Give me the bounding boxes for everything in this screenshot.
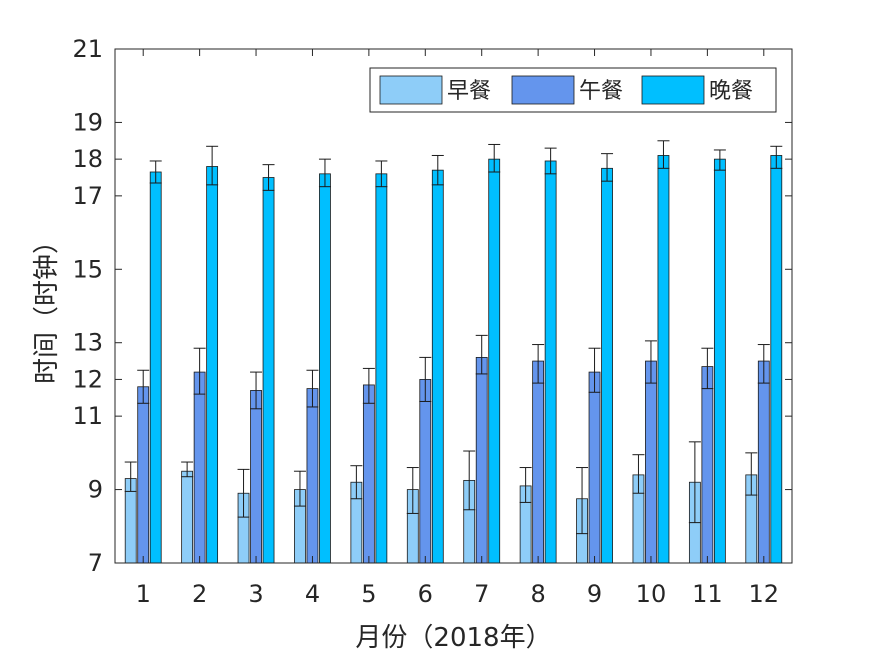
y-tick-label-11: 11 [72, 402, 103, 430]
bar-3-9 [601, 167, 613, 564]
bar-2-8 [532, 360, 545, 564]
y-tick-label-12: 12 [72, 365, 103, 393]
bar-2-2 [193, 371, 206, 564]
x-tick-label-7: 7 [474, 580, 489, 608]
bar-2-9 [588, 371, 601, 564]
bar-2-3 [250, 390, 262, 564]
bar-3-11 [713, 158, 726, 564]
error-bars-layer [124, 140, 783, 535]
bar-3-8 [544, 160, 557, 564]
y-tick-label-9: 9 [88, 476, 103, 504]
x-tick-label-6: 6 [418, 580, 433, 608]
bar-1-2 [181, 470, 194, 564]
x-tick-label-5: 5 [361, 580, 376, 608]
y-tick-label-13: 13 [72, 329, 103, 357]
y-tick-label-19: 19 [72, 108, 103, 136]
bar-3-3 [262, 177, 275, 564]
y-tick-label-17: 17 [72, 182, 103, 210]
x-tick-label-3: 3 [248, 580, 263, 608]
bar-2-12 [757, 360, 770, 564]
bar-2-7 [475, 356, 488, 564]
bar-3-7 [488, 158, 501, 564]
bar-3-5 [375, 173, 388, 564]
bar-3-2 [206, 166, 219, 564]
bar-3-12 [770, 155, 783, 564]
y-tick-label-18: 18 [72, 145, 103, 173]
bar-3-10 [657, 155, 670, 564]
x-tick-label-10: 10 [636, 580, 667, 608]
y-tick-label-7: 7 [88, 549, 103, 577]
legend-swatch-3 [641, 75, 705, 105]
plot-frame [114, 48, 793, 564]
bar-2-6 [419, 379, 432, 564]
legend-label-1: 早餐 [447, 79, 491, 104]
x-tick-label-1: 1 [136, 580, 151, 608]
legend-label-2: 午餐 [579, 79, 623, 104]
x-tick-label-9: 9 [587, 580, 602, 608]
bar-3-1 [149, 171, 162, 564]
legend-swatch-2 [511, 75, 575, 105]
legend: 早餐 午餐 晚餐 [369, 67, 777, 113]
bar-3-4 [319, 173, 331, 564]
bar-2-11 [701, 366, 714, 564]
y-tick-label-21: 21 [72, 35, 103, 63]
x-tick-label-12: 12 [749, 580, 780, 608]
legend-swatch-1 [379, 75, 443, 105]
x-axis-title: 月份（2018年） [355, 623, 551, 653]
bar-2-4 [306, 388, 319, 564]
bar-2-10 [645, 360, 657, 564]
legend-label-3: 晚餐 [709, 79, 753, 104]
x-tick-label-11: 11 [692, 580, 723, 608]
bar-3-6 [431, 169, 444, 564]
x-tick-label-2: 2 [192, 580, 207, 608]
bar-2-1 [137, 386, 150, 564]
y-axis-title: 时间（时钟） [32, 228, 62, 384]
ticks-layer [115, 48, 792, 564]
x-tick-label-8: 8 [530, 580, 545, 608]
bar-2-5 [362, 384, 375, 564]
y-tick-label-15: 15 [72, 255, 103, 283]
bars-layer [124, 155, 783, 564]
x-tick-label-4: 4 [305, 580, 320, 608]
